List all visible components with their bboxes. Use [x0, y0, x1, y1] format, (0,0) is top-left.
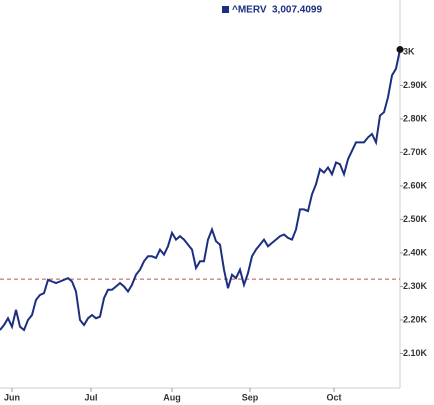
x-tick-label: Jun: [4, 392, 20, 402]
y-tick-label: 2.70K: [403, 147, 428, 157]
x-tick-label: Oct: [326, 392, 341, 402]
y-tick-label: 2.30K: [403, 281, 428, 291]
y-tick-label: 2.10K: [403, 348, 428, 358]
y-tick-label: 2.80K: [403, 113, 428, 123]
legend-name: ^MERV: [232, 5, 267, 16]
x-tick-label: Jul: [84, 392, 97, 402]
x-tick-label: Sep: [242, 392, 259, 402]
legend-swatch: [222, 6, 229, 13]
y-tick-label: 2.20K: [403, 314, 428, 324]
last-point: [396, 45, 404, 53]
y-tick-label: 2.90K: [403, 80, 428, 90]
y-tick-label: 2.50K: [403, 214, 428, 224]
y-tick-label: 2.40K: [403, 247, 428, 257]
legend-value: 3,007.4099: [272, 5, 322, 16]
y-tick-label: 3K: [403, 46, 415, 56]
series-line: [0, 49, 401, 332]
y-tick-label: 2.60K: [403, 180, 428, 190]
x-tick-label: Aug: [163, 392, 181, 402]
